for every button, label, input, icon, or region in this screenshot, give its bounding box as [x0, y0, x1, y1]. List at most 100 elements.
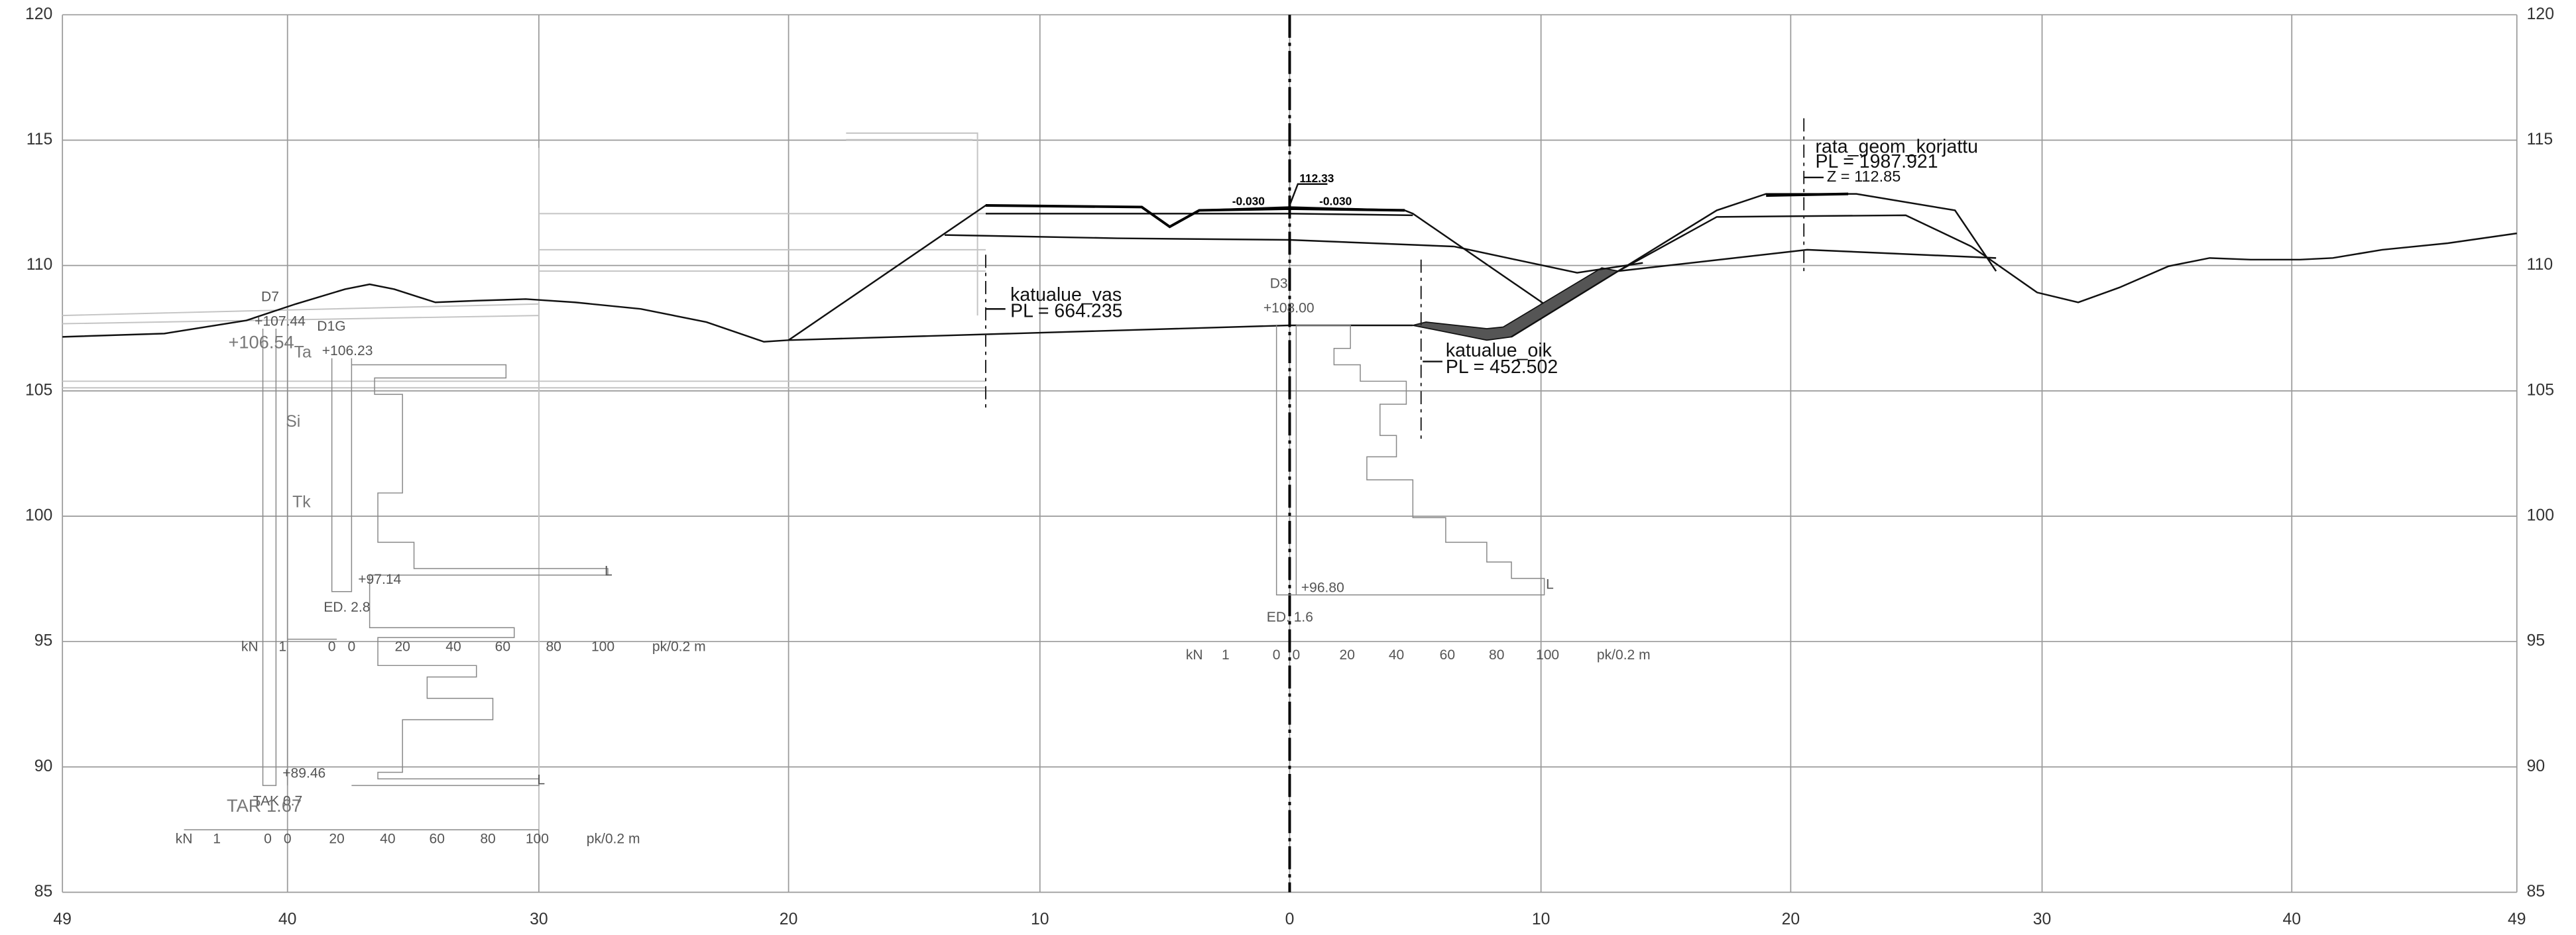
probe-scale-label: 40 [380, 832, 395, 847]
probe-scale-label: kN [1186, 647, 1203, 663]
rail-top [1766, 192, 1849, 197]
annotation: katualue_oik [1446, 340, 1552, 361]
probe-scale-label: pk/0.2 m [1597, 647, 1651, 663]
annotation: PL = 452.502 [1446, 357, 1558, 378]
y-tick-label: 85 [34, 883, 53, 901]
terrain-left [62, 283, 789, 343]
probe-label: Tk [292, 493, 311, 511]
probe-scale-label: 40 [1389, 647, 1404, 663]
probe-scale-label: 20 [329, 832, 344, 847]
probe-scale-label: 60 [495, 639, 510, 655]
probe-label: +107.44 [255, 314, 306, 329]
annotation: 112.33 [1299, 172, 1334, 185]
probe-column [331, 358, 353, 592]
probe-curve [1296, 325, 1545, 596]
probe-scale-label: 100 [591, 639, 615, 655]
probe-scale-label: 80 [1489, 647, 1504, 663]
probe-label: +106.54 [228, 331, 294, 352]
annotation: rata_geom_korjattu [1816, 137, 1978, 158]
probe-label: Si [286, 413, 300, 431]
x-tick-label: 49 [2508, 910, 2526, 928]
leader [1289, 183, 1328, 206]
probe-graphs [184, 325, 1545, 831]
y-tick-label: 90 [2527, 757, 2546, 775]
y-tick-label: 100 [2527, 507, 2554, 525]
probe-scale-label: 60 [430, 832, 445, 847]
probe-label: D7 [261, 289, 279, 304]
y-tick-label: 100 [25, 507, 52, 525]
probe-scale-label: 0 [328, 639, 336, 655]
x-tick-label: 30 [2033, 910, 2052, 928]
probe-scale-label: 0 [1273, 647, 1281, 663]
probe-label: L [605, 564, 613, 579]
construction-lines [62, 132, 986, 830]
probe-scale-label: 1 [213, 832, 221, 847]
probe-scale-label: 100 [526, 832, 549, 847]
probe-label: TAK 0.7 [253, 794, 303, 809]
rail-layer [1617, 214, 1972, 272]
probe-scale-label: 20 [1340, 647, 1355, 663]
annotation: -0.030 [1319, 195, 1352, 208]
probe-scale-label: pk/0.2 m [652, 639, 706, 655]
x-tick-label: 10 [1031, 910, 1049, 928]
probe-label: D1G [317, 319, 345, 334]
probe-label: +108.00 [1263, 301, 1315, 316]
probe-label: D3 [1270, 276, 1288, 292]
x-tick-label: 49 [53, 910, 72, 928]
rail-base [1618, 248, 1997, 272]
probe-label: +97.14 [358, 572, 401, 587]
probe-label: ED. 1.6 [1267, 610, 1313, 625]
line [62, 303, 539, 317]
probe-scale-label: 40 [445, 639, 461, 655]
probe-scale-label: 100 [1536, 647, 1559, 663]
probe-scale-label: 1 [278, 639, 286, 655]
probe-scale-label: 1 [1222, 647, 1230, 663]
y-tick-label: 95 [34, 632, 53, 650]
probe-scale-label: 0 [284, 832, 292, 847]
annotation: -0.030 [1232, 195, 1265, 208]
terrain-mid [1454, 245, 1643, 274]
y-tick-label: 85 [2527, 883, 2546, 901]
annotation: PL = 1987.921 [1816, 151, 1938, 172]
x-tick-label: 20 [1782, 910, 1800, 928]
probe-label: +89.46 [282, 766, 325, 781]
probe-scale-label: 80 [480, 832, 495, 847]
probe-column [262, 328, 277, 787]
probe-label: +96.80 [1301, 580, 1344, 595]
y-tick-label: 115 [27, 131, 53, 148]
annotation: katualue_vas [1010, 284, 1122, 305]
probe-label: L [1546, 577, 1554, 592]
probe-scale-label: 20 [394, 639, 410, 655]
x-tick-label: 0 [1285, 910, 1295, 928]
road-layer [945, 234, 1454, 248]
probe-scale-label: 0 [264, 832, 272, 847]
x-tick-label: 40 [2282, 910, 2301, 928]
y-tick-label: 115 [2527, 131, 2553, 148]
probe-label: L [537, 772, 545, 787]
y-tick-label: 110 [2527, 256, 2553, 274]
annotation: PL = 664.235 [1010, 301, 1122, 322]
probe-label: TAR 1.67 [227, 795, 302, 816]
probe-scale-label: kN [176, 832, 193, 847]
x-tick-label: 40 [278, 910, 297, 928]
annotation: Z = 112.85 [1827, 168, 1901, 185]
y-tick-label: 90 [34, 757, 53, 775]
probe-label: +106.23 [322, 343, 373, 358]
x-tick-label: 10 [1532, 910, 1551, 928]
terrain-right [1971, 232, 2517, 303]
x-tick-label: 30 [530, 910, 548, 928]
y-tick-label: 105 [2527, 381, 2554, 399]
y-tick-label: 110 [27, 256, 53, 274]
probe-label: ED. 2.8 [323, 600, 370, 615]
line [62, 315, 539, 325]
ditch-hatch [1413, 267, 1620, 341]
x-tick-label: 20 [780, 910, 798, 928]
probe-scale-label: 80 [546, 639, 561, 655]
y-tick-label: 120 [2527, 5, 2554, 23]
y-tick-label: 105 [25, 381, 52, 399]
probe-scale-label: 0 [348, 639, 356, 655]
road-top [985, 203, 1405, 229]
probe-curve [351, 364, 609, 787]
